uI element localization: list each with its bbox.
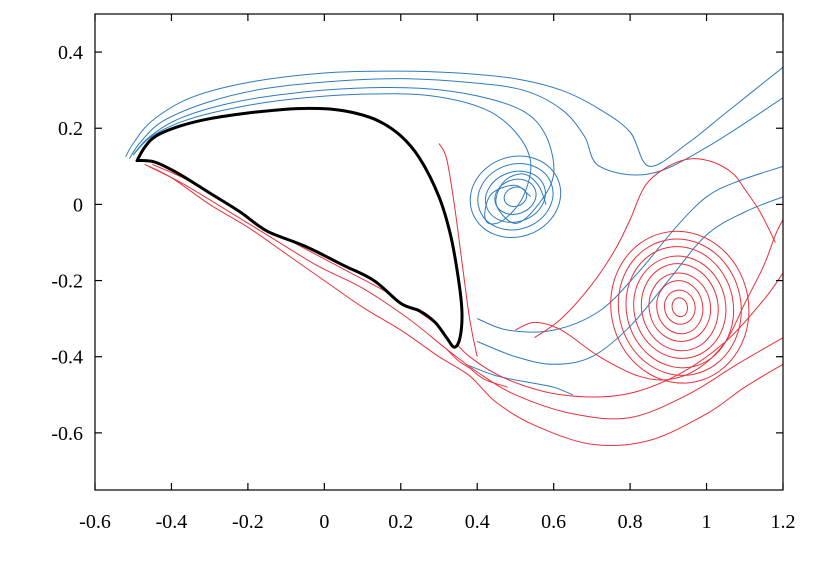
x-tick-label: 1: [702, 511, 712, 533]
positive-vortex-ring: [633, 255, 727, 359]
x-tick-label: 1.2: [771, 511, 796, 533]
positive-vortex-ring: [656, 280, 704, 335]
negative-vortex-ring: [503, 186, 528, 208]
x-tick-label: 0.6: [541, 511, 566, 533]
negative-vortex-ring: [477, 163, 554, 231]
negative-vortex-ring: [469, 155, 562, 239]
plot-frame: [94, 13, 784, 491]
positive-contour-line: [446, 348, 508, 388]
body-outline: [135, 106, 464, 349]
positive-vortex-ring: [640, 263, 719, 352]
negative-vortex-ring: [484, 170, 546, 223]
x-tick-label: -0.2: [232, 511, 264, 533]
positive-contour-line: [438, 143, 478, 357]
y-tick-label: 0.2: [58, 118, 83, 140]
positive-vorticity-contours: [144, 143, 783, 447]
positive-vortex-ring: [610, 230, 750, 384]
x-tick-label: 0.8: [618, 511, 643, 533]
positive-vortex-ring: [671, 297, 688, 318]
x-axis: -0.6 -0.4 -0.2 0 0.2 0.4 0.6 0.8 1 1.2: [79, 14, 796, 533]
negative-contour-line: [132, 93, 532, 225]
vortex-cores: [469, 155, 750, 384]
x-tick-label: 0.4: [465, 511, 490, 533]
negative-contour-line: [132, 86, 555, 224]
positive-contour-line: [534, 158, 776, 339]
negative-contour-line: [477, 165, 783, 333]
negative-contour-line: [465, 363, 573, 396]
negative-vortex-ring: [494, 178, 537, 215]
airfoil-body: [135, 106, 464, 349]
x-tick-label: -0.6: [79, 511, 111, 533]
y-tick-label: 0.4: [58, 42, 83, 64]
x-tick-label: 0: [319, 511, 329, 533]
y-axis: 0.4 0.2 0 -0.2 -0.4 -0.6: [51, 42, 783, 445]
x-tick-label: 0.2: [388, 511, 413, 533]
x-tick-label: -0.4: [156, 511, 188, 533]
y-tick-label: 0: [73, 194, 83, 216]
y-tick-label: -0.2: [51, 271, 83, 293]
y-tick-label: -0.4: [51, 347, 83, 369]
positive-vortex-ring: [648, 272, 712, 342]
negative-contour-line: [128, 78, 783, 176]
y-tick-label: -0.6: [51, 423, 83, 445]
positive-vortex-ring: [625, 246, 735, 369]
plot-area: [125, 66, 783, 447]
positive-vortex-ring: [663, 289, 696, 325]
positive-vortex-ring: [617, 238, 742, 376]
negative-contour-line: [125, 66, 783, 167]
positive-contour-line: [144, 163, 783, 447]
